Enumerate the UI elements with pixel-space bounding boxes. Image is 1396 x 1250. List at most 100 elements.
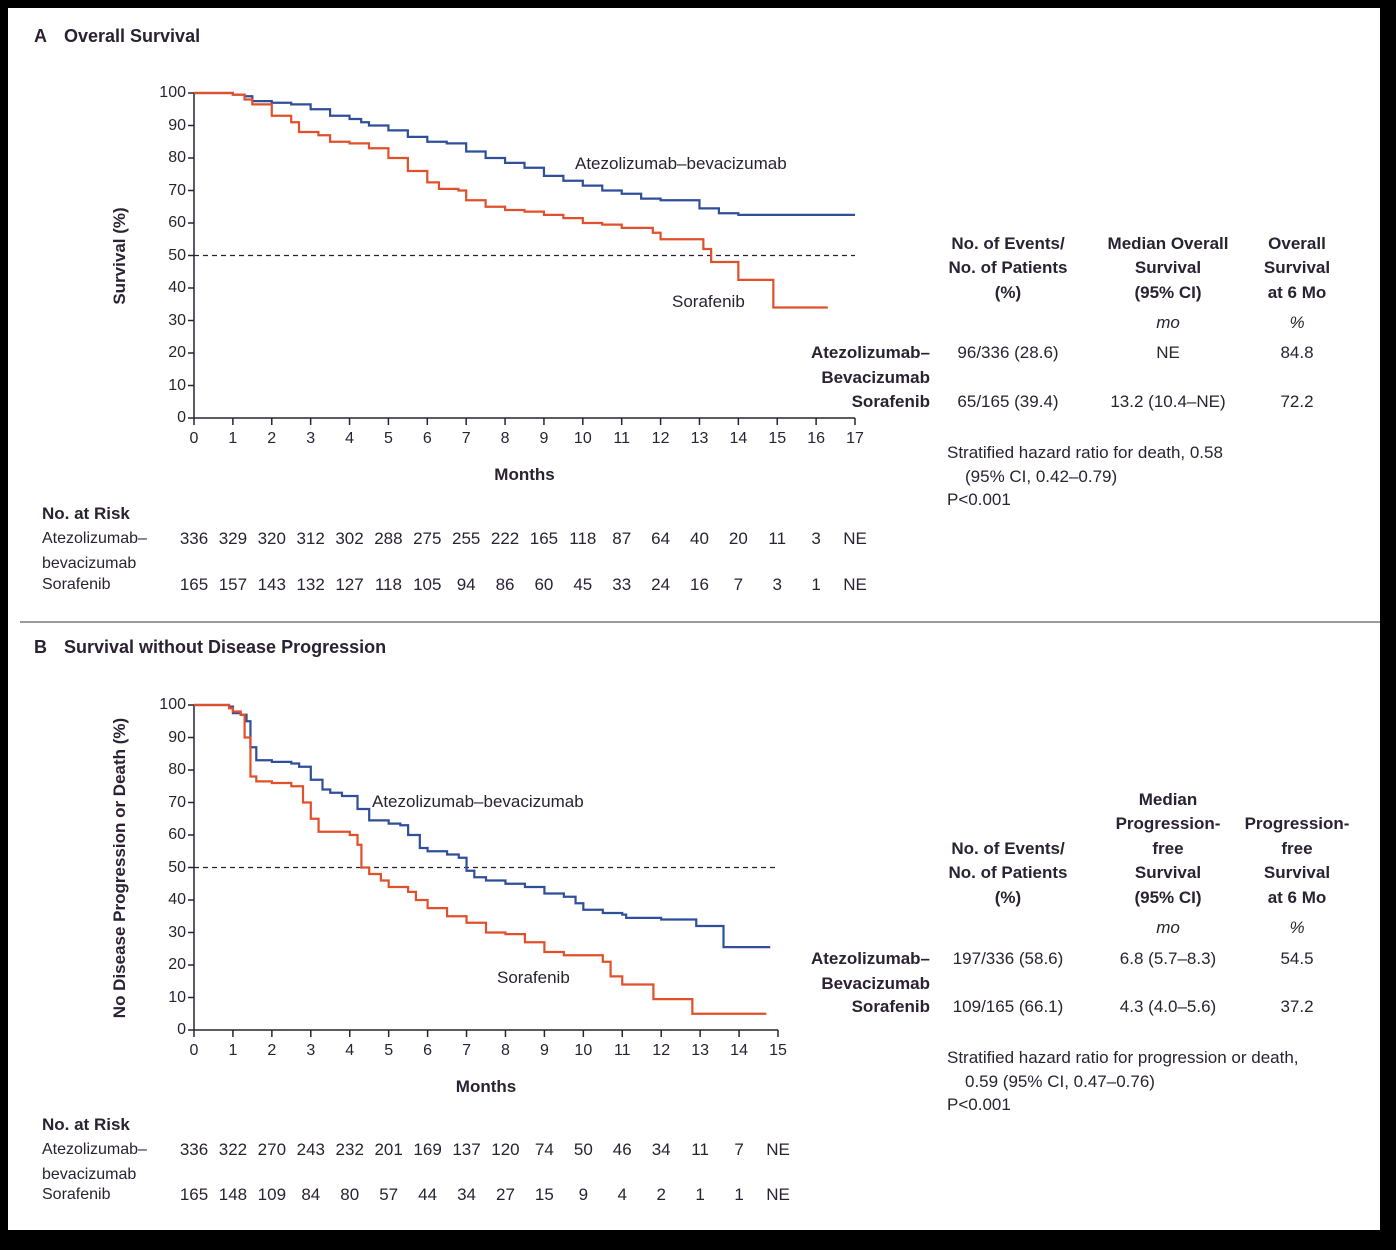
risk-count: 40	[690, 529, 709, 548]
y-tick-label: 50	[168, 246, 186, 264]
x-tick-label: 8	[500, 430, 510, 447]
hazard-ratio-note: P<0.001	[947, 490, 1011, 509]
x-tick-label: 0	[189, 1042, 199, 1059]
risk-count: 1	[695, 1185, 705, 1204]
x-tick-label: 13	[690, 430, 709, 447]
risk-count: 45	[573, 575, 593, 594]
y-tick-label: 30	[168, 311, 186, 329]
x-tick-label: 8	[501, 1042, 510, 1059]
y-tick-label: 60	[168, 826, 186, 843]
hazard-ratio-note: Stratified hazard ratio for death, 0.58	[947, 443, 1223, 462]
risk-count: 57	[379, 1185, 399, 1204]
hazard-ratio-note: P<0.001	[947, 1095, 1011, 1114]
x-tick-label: 9	[539, 430, 549, 447]
risk-row-label: Atezolizumab– bevacizumab	[42, 1141, 147, 1183]
summary-row-label: Atezolizumab– Bevacizumab	[810, 949, 930, 993]
km-curve-atezolizumab-bevacizumab	[194, 91, 855, 216]
x-tick-label: 10	[573, 430, 592, 447]
summary-column-header: Median Overall Survival (95% CI)	[1107, 233, 1229, 302]
panel-divider	[20, 621, 1380, 623]
risk-count: 105	[413, 575, 442, 594]
x-tick-label: 15	[769, 1042, 787, 1059]
risk-count: 288	[374, 529, 403, 548]
x-tick-label: 12	[651, 430, 670, 447]
y-axis-label: Survival (%)	[109, 206, 129, 305]
risk-count: 87	[612, 529, 632, 548]
risk-count: 118	[374, 575, 402, 594]
risk-count: 222	[490, 529, 520, 548]
risk-count: 7	[733, 575, 744, 594]
risk-count: 24	[651, 575, 671, 594]
risk-count: 9	[578, 1185, 589, 1204]
risk-count: 322	[218, 1140, 248, 1159]
risk-count: 11	[691, 1140, 709, 1159]
y-tick-label: 10	[168, 988, 186, 1006]
y-tick-label: 50	[168, 858, 186, 876]
summary-unit: %	[1289, 313, 1305, 332]
risk-count: 20	[728, 529, 748, 548]
risk-row-label: Sorafenib	[42, 1186, 111, 1203]
series-label: Sorafenib	[497, 968, 570, 987]
risk-count: 165	[179, 1185, 209, 1204]
series-label: Atezolizumab–bevacizumab	[575, 154, 787, 173]
y-tick-label: 0	[177, 1021, 186, 1038]
risk-count: 16	[690, 575, 709, 594]
risk-count: 336	[179, 529, 209, 548]
summary-cell: 109/165 (66.1)	[952, 997, 1064, 1016]
summary-row-label: Sorafenib	[851, 997, 930, 1016]
y-tick-label: 90	[168, 728, 186, 746]
risk-count: 132	[296, 575, 325, 594]
x-tick-label: 6	[422, 430, 432, 447]
x-tick-label: 16	[807, 430, 826, 447]
summary-unit: mo	[1156, 918, 1180, 937]
y-tick-label: 20	[168, 956, 186, 973]
summary-cell: 84.8	[1280, 343, 1314, 362]
x-tick-label: 1	[228, 430, 238, 447]
risk-count: 7	[734, 1140, 744, 1159]
risk-count: 1	[734, 1185, 744, 1204]
risk-count: 2	[656, 1185, 666, 1204]
y-tick-label: 80	[168, 149, 186, 166]
risk-count: 165	[179, 575, 209, 594]
risk-count: 4	[617, 1185, 627, 1204]
hazard-ratio-note: (95% CI, 0.42–0.79)	[965, 466, 1118, 486]
km-curve-atezolizumab-bevacizumab	[194, 703, 771, 949]
figure-frame	[8, 8, 1380, 1230]
x-axis-label: Months	[455, 1077, 517, 1096]
x-tick-label: 4	[345, 1042, 355, 1059]
risk-count: 118	[569, 529, 597, 548]
risk-count: 127	[335, 575, 364, 594]
summary-cell: 72.2	[1280, 392, 1314, 411]
risk-count: 169	[413, 1140, 442, 1159]
x-tick-label: 5	[384, 1042, 394, 1059]
risk-count: 270	[257, 1140, 287, 1159]
summary-column-header: No. of Events/ No. of Patients (%)	[948, 838, 1068, 907]
x-tick-label: 11	[613, 430, 631, 447]
summary-unit: mo	[1156, 313, 1180, 332]
x-tick-label: 1	[228, 1042, 238, 1059]
summary-cell: 37.2	[1280, 997, 1314, 1016]
x-tick-label: 12	[652, 1042, 671, 1059]
panel-letter: A	[34, 26, 47, 46]
risk-count: 11	[768, 529, 787, 548]
y-tick-label: 10	[168, 376, 186, 394]
risk-count: NE	[843, 529, 867, 548]
risk-count: 27	[495, 1185, 515, 1204]
risk-count: 33	[612, 575, 632, 594]
risk-count: 320	[257, 529, 286, 548]
y-tick-label: 100	[159, 696, 186, 713]
risk-count: 80	[340, 1185, 360, 1204]
km-curve-sorafenib	[194, 703, 767, 1015]
risk-count: 34	[457, 1185, 476, 1204]
y-tick-label: 0	[177, 409, 186, 426]
x-tick-label: 11	[613, 1042, 631, 1059]
risk-count: 60	[534, 575, 554, 594]
x-tick-label: 0	[189, 430, 199, 447]
x-tick-label: 9	[539, 1042, 549, 1059]
summary-unit: %	[1289, 918, 1305, 937]
risk-count: 44	[418, 1185, 438, 1204]
risk-count: 50	[573, 1140, 593, 1159]
hazard-ratio-note: Stratified hazard ratio for progression …	[947, 1048, 1299, 1067]
summary-column-header: Median Progression- free Survival (95% C…	[1115, 789, 1221, 907]
